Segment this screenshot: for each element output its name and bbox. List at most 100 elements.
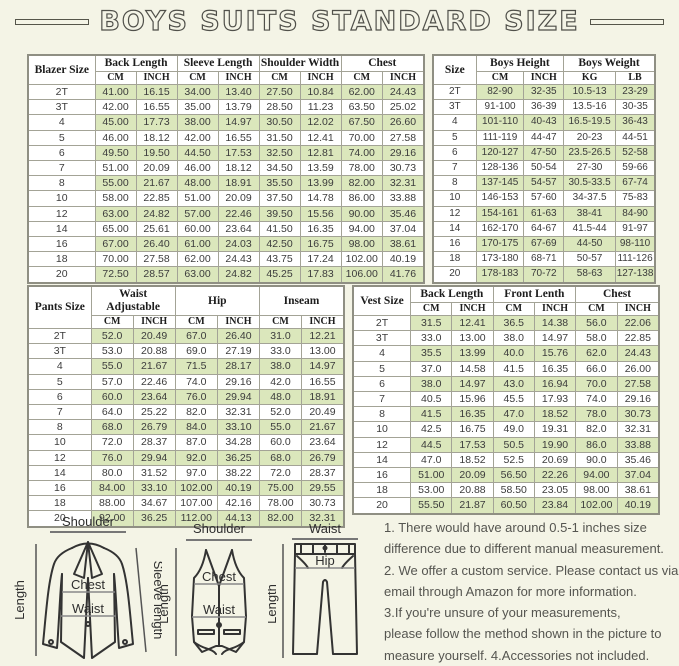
size-cell: 6	[27, 144, 96, 162]
value-cell: 63.50	[340, 99, 383, 116]
value-cell: 22.26	[533, 467, 577, 484]
value-cell: 60.0	[90, 388, 134, 406]
table-row: 7 40.5 15.96 45.5 17.93 74.0 29.16	[352, 391, 660, 408]
unit-header: LB	[615, 71, 656, 85]
value-cell: 111-119	[475, 129, 525, 146]
note-line: difference due to different manual measu…	[384, 541, 664, 557]
value-cell: 26.40	[135, 236, 178, 253]
value-cell: 39.50	[258, 205, 301, 222]
value-cell: 34.28	[216, 434, 260, 451]
value-cell: 26.60	[381, 114, 425, 131]
value-cell: 74.0	[575, 391, 618, 408]
value-cell: 40.0	[492, 345, 535, 362]
value-cell: 69.0	[174, 343, 218, 360]
value-cell: 65.00	[94, 220, 137, 238]
value-cell: 38.61	[381, 236, 425, 253]
value-cell: 58.0	[575, 330, 618, 347]
table-row: 8 55.00 21.67 48.00 18.91 35.50 13.99 82.00 32.3…	[27, 175, 425, 192]
unit-header: CM	[90, 315, 134, 329]
size-cell: 4	[352, 345, 412, 362]
note-line: 3.If you're unsure of your measurements,	[384, 605, 621, 621]
unit-header: CM	[258, 315, 302, 329]
value-cell: 57-60	[523, 190, 565, 207]
size-cell: 3T	[432, 99, 477, 116]
table-row: 12 63.00 24.82 57.00 22.46 39.50 15.56 90.00 35.…	[27, 205, 425, 222]
value-cell: 38.0	[258, 358, 302, 375]
value-cell: 42.50	[258, 236, 301, 253]
jacket-outline	[42, 541, 134, 659]
table-row: 2T 82-90 32-35 10.5-13 23-29	[432, 83, 656, 101]
value-cell: 112.00	[174, 510, 218, 528]
group-header: Boys Height	[475, 54, 565, 72]
table-row: 14 162-170 64-67 41.5-44 91-97	[432, 220, 656, 238]
size-cell: 5	[432, 129, 477, 146]
value-cell: 154-161	[475, 205, 525, 222]
value-cell: 22.85	[616, 330, 660, 347]
table-row: 14 80.0 31.52 97.0 38.22 72.0 28.37	[27, 464, 345, 482]
value-cell: 15.56	[299, 205, 342, 222]
value-cell: 75.00	[258, 480, 302, 497]
size-cell: 7	[432, 160, 477, 177]
value-cell: 29.16	[381, 144, 425, 162]
value-cell: 14.78	[299, 190, 342, 207]
value-cell: 19.31	[533, 421, 577, 438]
value-cell: 52.0	[258, 404, 302, 421]
value-cell: 20.09	[135, 160, 178, 177]
value-cell: 82.0	[575, 421, 618, 438]
value-cell: 35.46	[616, 451, 660, 469]
value-cell: 27.58	[616, 375, 660, 393]
value-cell: 49.0	[492, 421, 535, 438]
value-cell: 42.5	[410, 421, 453, 438]
value-cell: 32.31	[616, 421, 660, 438]
value-cell: 70.00	[94, 251, 137, 268]
value-cell: 17.83	[299, 266, 342, 284]
table-row: 20 72.50 28.57 63.00 24.82 45.25 17.83 106.00 41…	[27, 266, 425, 284]
size-cell: 2T	[27, 83, 96, 101]
size-cell: 14	[27, 220, 96, 238]
value-cell: 40.19	[381, 251, 425, 268]
value-cell: 55.0	[90, 358, 134, 375]
table-row: 12 76.0 29.94 92.0 36.25 68.0 26.79	[27, 449, 345, 466]
table-row: 8 68.0 26.79 84.0 33.10 55.0 21.67	[27, 419, 345, 436]
page-title: BOYS SUITS STANDARD SIZE	[99, 5, 580, 37]
value-cell: 17.73	[135, 114, 178, 131]
pants-hip-label: Hip	[315, 553, 335, 568]
size-column-header: Size	[432, 54, 477, 85]
size-cell: 18	[27, 495, 92, 512]
value-cell: 23.64	[300, 434, 345, 451]
value-cell: 68.0	[90, 419, 134, 436]
unit-header: CM	[340, 71, 383, 85]
value-cell: 46.00	[176, 160, 219, 177]
value-cell: 33.10	[132, 480, 176, 497]
value-cell: 42.16	[216, 495, 260, 512]
value-cell: 57.00	[176, 205, 219, 222]
value-cell: 55.0	[258, 419, 302, 436]
value-cell: 44-47	[523, 129, 565, 146]
value-cell: 36.25	[216, 449, 260, 466]
unit-header: CM	[176, 71, 219, 85]
value-cell: 86.00	[340, 190, 383, 207]
value-cell: 18.91	[300, 388, 345, 406]
measurement-notes: 1. There would have around 0.5-1 inches …	[384, 517, 678, 666]
unit-header: CM	[258, 71, 301, 85]
pants-length-label: Length	[268, 584, 279, 624]
value-cell: 55.00	[94, 175, 137, 192]
blazer-chest-label: Chest	[71, 577, 105, 592]
value-cell: 41.00	[94, 83, 137, 101]
value-cell: 27.19	[216, 343, 260, 360]
value-cell: 50-54	[523, 160, 565, 177]
value-cell: 16.5-19.5	[563, 114, 617, 131]
table-row: 6 38.0 14.97 43.0 16.94 70.0 27.58	[352, 375, 660, 393]
value-cell: 31.50	[258, 129, 301, 146]
value-cell: 58.00	[94, 190, 137, 207]
value-cell: 37.04	[381, 220, 425, 238]
group-header: Back Length	[410, 285, 494, 303]
size-cell: 14	[352, 451, 412, 469]
value-cell: 98.00	[340, 236, 383, 253]
value-cell: 33.88	[381, 190, 425, 207]
value-cell: 12.81	[299, 144, 342, 162]
table-row: 10 42.5 16.75 49.0 19.31 82.0 32.31	[352, 421, 660, 438]
size-cell: 4	[27, 114, 96, 131]
value-cell: 13.00	[300, 343, 345, 360]
value-cell: 98.00	[575, 482, 618, 499]
